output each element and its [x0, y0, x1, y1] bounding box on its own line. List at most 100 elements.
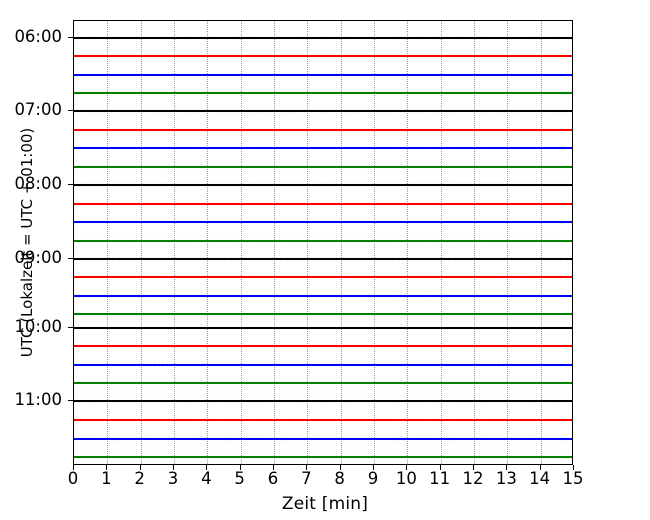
y-axis-tick	[68, 327, 73, 328]
trace-core	[74, 295, 572, 297]
x-axis-tick	[206, 465, 208, 470]
data-trace	[74, 256, 572, 262]
gridline-vertical	[274, 21, 275, 464]
trace-core	[74, 203, 572, 205]
data-trace	[74, 398, 572, 404]
data-trace	[74, 127, 572, 133]
data-trace	[74, 362, 572, 368]
x-axis-tick	[539, 465, 541, 470]
data-trace	[74, 274, 572, 280]
gridline-vertical	[207, 21, 209, 464]
x-axis-tick	[106, 465, 108, 470]
y-axis-tick	[68, 400, 73, 401]
x-axis-tick-label: 4	[201, 469, 212, 488]
trace-core	[74, 419, 572, 421]
data-trace	[74, 182, 572, 188]
x-axis-tick	[339, 465, 341, 470]
x-axis-tick-label: 10	[395, 469, 417, 488]
x-axis-tick-label: 8	[334, 469, 345, 488]
gridline-vertical	[474, 21, 475, 464]
y-axis-tick	[68, 110, 73, 111]
x-axis-tick	[506, 465, 508, 470]
y-axis-tick-label: 07:00	[14, 100, 62, 119]
y-axis-tick	[68, 37, 73, 38]
x-axis-tick-label: 14	[529, 469, 551, 488]
x-axis-tick-label: 13	[495, 469, 517, 488]
data-trace	[74, 164, 572, 170]
data-trace	[74, 436, 572, 442]
trace-core	[74, 313, 572, 315]
gridline-vertical	[507, 21, 509, 464]
x-axis-tick-label: 12	[462, 469, 484, 488]
trace-core	[74, 258, 572, 260]
gridline-vertical	[174, 21, 175, 464]
data-trace	[74, 343, 572, 349]
data-trace	[74, 145, 572, 151]
data-trace	[74, 219, 572, 225]
x-axis-tick	[173, 465, 174, 470]
gridline-vertical	[374, 21, 375, 464]
gridline-vertical	[540, 21, 542, 464]
x-axis-tick-label: 0	[67, 469, 79, 488]
x-axis-tick	[306, 465, 308, 470]
x-axis-tick-label: 15	[562, 469, 584, 488]
trace-core	[74, 129, 572, 131]
gridline-vertical	[407, 21, 409, 464]
trace-core	[74, 221, 572, 223]
x-axis-tick	[439, 465, 441, 470]
x-axis-tick	[273, 465, 274, 470]
data-trace	[74, 325, 572, 331]
y-axis-tick-label: 10:00	[14, 317, 62, 336]
data-trace	[74, 90, 572, 96]
y-axis-tick-label: 09:00	[14, 248, 62, 267]
trace-core	[74, 147, 572, 149]
x-axis-title: Zeit [min]	[281, 494, 369, 514]
trace-core	[74, 184, 572, 186]
trace-core	[74, 327, 572, 329]
plot-area	[73, 20, 573, 465]
data-trace	[74, 238, 572, 244]
gridline-vertical	[340, 21, 342, 464]
trace-core	[74, 364, 572, 366]
trace-core	[74, 240, 572, 242]
data-trace	[74, 72, 572, 78]
gridline-vertical	[440, 21, 442, 464]
x-axis-tick	[73, 465, 74, 470]
data-trace	[74, 35, 572, 41]
trace-core	[74, 92, 572, 94]
x-axis-tick	[239, 465, 241, 470]
data-trace	[74, 454, 572, 460]
x-axis-tick-label: 1	[101, 469, 112, 488]
y-axis-tick	[68, 184, 73, 185]
x-axis-tick	[573, 465, 574, 470]
x-axis-tick-label: 5	[234, 469, 245, 488]
data-trace	[74, 311, 572, 317]
gridline-vertical	[240, 21, 242, 464]
x-axis-tick	[139, 465, 141, 470]
trace-core	[74, 382, 572, 384]
y-axis-tick-label: 08:00	[14, 174, 62, 193]
data-trace	[74, 380, 572, 386]
trace-core	[74, 55, 572, 57]
trace-core	[74, 438, 572, 440]
x-axis-tick-label: 2	[134, 469, 145, 488]
x-axis-tick	[473, 465, 474, 470]
trace-core	[74, 110, 572, 112]
x-axis-tick-label: 6	[267, 469, 279, 488]
data-trace	[74, 201, 572, 207]
trace-core	[74, 37, 572, 39]
trace-core	[74, 345, 572, 347]
x-axis-tick	[406, 465, 408, 470]
x-axis-tick-label: 11	[429, 469, 451, 488]
gridline-vertical	[107, 21, 109, 464]
trace-core	[74, 400, 572, 402]
trace-core	[74, 74, 572, 76]
data-trace	[74, 108, 572, 114]
trace-core	[74, 456, 572, 458]
x-axis-tick-label: 3	[167, 469, 179, 488]
trace-core	[74, 276, 572, 278]
y-axis-tick	[68, 258, 73, 259]
data-trace	[74, 293, 572, 299]
y-axis-tick-label: 11:00	[14, 390, 62, 409]
